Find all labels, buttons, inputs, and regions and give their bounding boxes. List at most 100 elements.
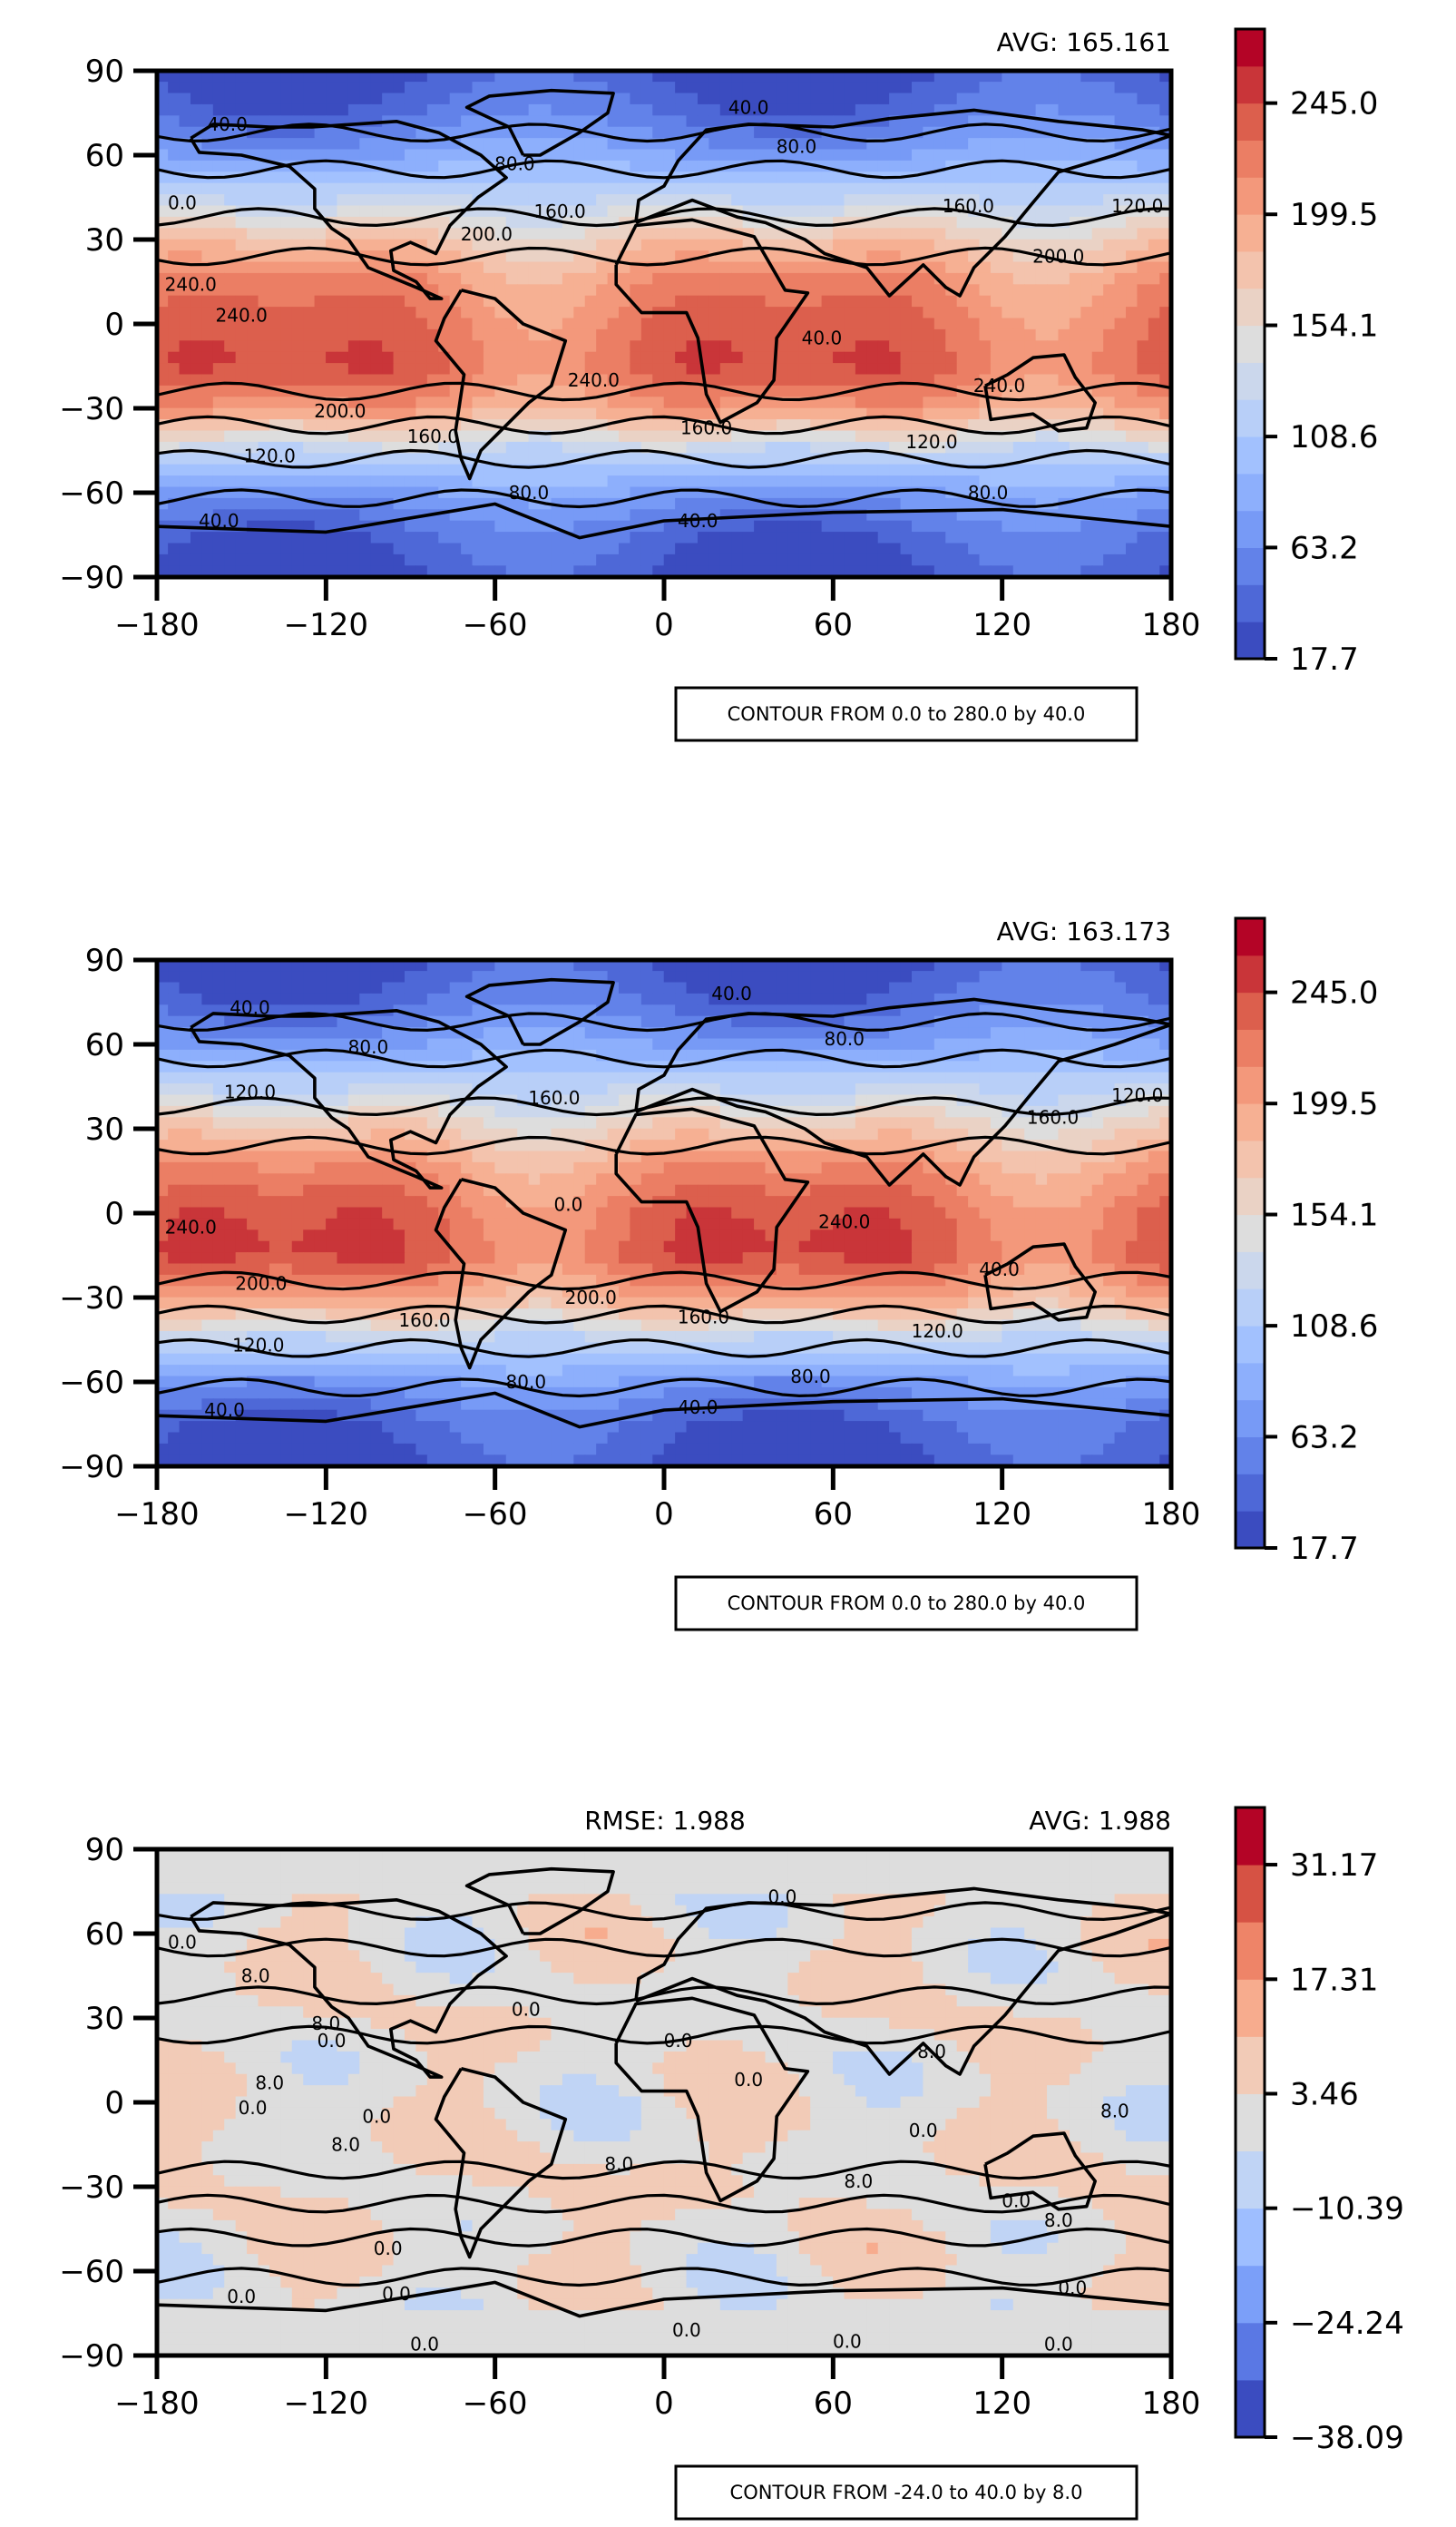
field-cell [168,363,181,376]
field-cell [787,486,800,499]
field-cell [540,284,552,297]
field-cell [212,419,225,432]
field-cell [179,1004,191,1017]
field-cell [855,397,867,409]
field-cell [607,239,620,251]
field-cell [708,318,721,330]
field-cell [1126,464,1138,476]
field-cell [303,250,316,263]
field-cell [923,149,935,162]
field-cell [1091,182,1104,195]
field-cell [1012,340,1025,353]
field-cell [619,453,631,465]
field-cell [968,216,981,229]
field-cell [1126,363,1138,376]
field-cell [326,272,338,285]
field-cell [258,407,270,420]
field-cell [742,351,755,364]
field-cell [640,115,653,128]
field-cell [1126,328,1138,341]
field-cell [168,103,181,116]
field-cell [483,103,495,116]
field-cell [900,82,913,94]
field-cell [810,171,823,184]
field-cell [933,328,946,341]
field-cell [505,430,518,443]
field-cell [326,982,338,994]
field-cell [370,284,383,297]
field-cell [584,328,597,341]
field-cell [370,532,383,544]
field-cell [731,1038,744,1051]
field-cell [776,126,788,139]
field-cell [933,475,946,488]
field-cell [754,486,767,499]
field-cell [347,971,360,984]
field-cell [877,453,890,465]
field-cell [675,284,688,297]
field-cell [347,103,360,116]
field-cell [235,982,248,994]
field-cell [652,284,665,297]
field-cell [359,149,372,162]
field-cell [415,993,428,1005]
field-cell [663,194,676,207]
field-cell [291,971,304,984]
field-cell [686,464,699,476]
field-cell [607,228,620,240]
field-cell [190,1004,202,1017]
field-cell [663,363,676,376]
field-cell [314,182,327,195]
field-cell [1047,407,1060,420]
field-cell [382,318,395,330]
field-cell [1091,194,1104,207]
field-cell [708,497,721,510]
field-cell [1035,340,1048,353]
field-cell [291,475,304,488]
field-cell [212,351,225,364]
field-cell [776,407,788,420]
field-cell [945,261,958,274]
x-tick-label: −120 [284,607,368,643]
field-cell [619,464,631,476]
field-cell [821,103,834,116]
field-cell [855,520,867,533]
field-cell [584,340,597,353]
field-cell [314,351,327,364]
field-cell [528,194,541,207]
field-cell [235,194,248,207]
field-cell [382,397,395,409]
field-cell [923,182,935,195]
field-cell [630,103,642,116]
field-cell [877,475,890,488]
field-grid [156,70,1172,578]
field-cell [1024,385,1037,397]
field-cell [877,149,890,162]
field-cell [787,464,800,476]
field-cell [1148,351,1160,364]
field-cell [956,261,969,274]
field-cell [798,205,811,218]
field-cell [212,982,225,994]
field-cell [956,1027,969,1040]
field-cell [821,553,834,566]
field-cell [833,182,845,195]
field-cell [235,103,248,116]
field-cell [291,1027,304,1040]
field-cell [562,70,574,83]
field-cell [742,138,755,151]
field-cell [640,509,653,522]
field-cell [224,239,237,251]
field-cell [393,982,406,994]
field-cell [190,115,202,128]
field-cell [900,486,913,499]
field-cell [877,351,890,364]
field-cell [224,284,237,297]
field-cell [933,340,946,353]
field-cell [933,374,946,387]
field-cell [1047,982,1060,994]
field-cell [179,205,191,218]
field-cell [821,363,834,376]
field-cell [956,295,969,308]
field-cell [212,397,225,409]
